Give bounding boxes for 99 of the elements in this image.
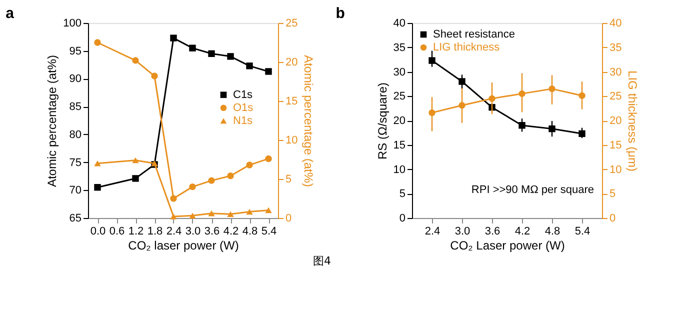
y-tick-label: 100 (63, 18, 82, 30)
x-tick-label: 2.4 (166, 226, 182, 238)
y2-tick-label: 25 (610, 90, 622, 103)
y-tick-label: 30 (393, 66, 406, 78)
y2-tick-label: 40 (610, 18, 622, 30)
x-axis-title: CO₂ laser power (W) (128, 238, 239, 252)
y2-tick-label: 0 (286, 212, 292, 224)
y-tick-label: 90 (69, 73, 82, 86)
y2-tick-label: 30 (610, 66, 622, 78)
x-tick-label: 4.8 (544, 226, 560, 238)
point (132, 57, 139, 64)
x-tick-label: 4.2 (223, 226, 239, 238)
legend-label: C1s (233, 88, 254, 101)
y-tick-label: 85 (69, 101, 82, 114)
point (132, 175, 139, 182)
x-tick-label: 4.2 (514, 226, 530, 238)
y2-tick-label: 5 (610, 188, 616, 200)
point (227, 211, 234, 218)
x-axis-title: CO₂ Laser power (W) (450, 238, 565, 252)
y-tick-label: 80 (69, 128, 82, 141)
legend-label: O1s (233, 102, 254, 114)
point (265, 207, 272, 214)
point (246, 62, 253, 70)
point (170, 34, 177, 42)
point (578, 130, 586, 138)
point (151, 72, 158, 80)
chart-title: b (336, 5, 345, 22)
x-tick-label: 1.8 (147, 226, 163, 238)
legend-label: N1s (233, 114, 254, 127)
y-tick-label: 20 (393, 115, 406, 127)
point (265, 68, 272, 75)
point (94, 39, 101, 46)
point (208, 50, 215, 57)
point (578, 92, 586, 99)
x-tick-label: 0.6 (109, 226, 125, 238)
y-tick-label: 70 (69, 184, 82, 197)
chart-title: a (6, 5, 15, 22)
point (518, 90, 526, 98)
y2-tick-label: 10 (610, 164, 622, 176)
y-tick-label: 75 (69, 156, 82, 169)
y-tick-label: 10 (393, 164, 406, 176)
y2-tick-label: 20 (610, 115, 622, 127)
y2-tick-label: 20 (286, 56, 298, 68)
caption: 图4 (312, 254, 331, 268)
x-tick-label: 0.0 (90, 226, 106, 238)
y2-tick-label: 15 (286, 96, 298, 108)
x-tick-label: 1.2 (128, 226, 144, 238)
y2-tick-label: 0 (610, 212, 616, 224)
y2-tick-label: 10 (286, 134, 298, 146)
y-tick-label: 40 (393, 18, 406, 30)
x-tick-label: 3.6 (484, 226, 500, 238)
y-tick-label: 95 (69, 45, 82, 58)
y2-tick-label: 35 (610, 42, 622, 54)
y-tick-label: 25 (393, 90, 406, 103)
point (170, 195, 177, 202)
point (488, 95, 496, 102)
y-tick-label: 65 (69, 212, 82, 224)
annotation: RPI >>90 MΩ per square (471, 184, 594, 196)
x-tick-label: 5.4 (261, 226, 277, 238)
point (458, 102, 466, 109)
point (428, 109, 436, 116)
y-tick-label: 15 (393, 139, 406, 152)
x-tick-label: 3.0 (454, 226, 470, 238)
y2-axis-title: Atomic percentage (at%) (302, 54, 316, 188)
point (189, 183, 196, 190)
point (548, 125, 556, 132)
point (265, 155, 272, 162)
point (227, 172, 234, 180)
point (132, 157, 139, 164)
point (227, 53, 234, 60)
legend-label: LIG thickness (433, 42, 500, 54)
y-axis-title: RS (Ω/square) (375, 82, 390, 160)
y2-tick-label: 15 (610, 139, 622, 152)
point (189, 44, 196, 52)
x-tick-label: 3.6 (204, 226, 220, 238)
x-tick-label: 3.0 (185, 226, 201, 238)
point (94, 160, 101, 166)
point (246, 208, 253, 215)
x-tick-label: 5.4 (574, 226, 590, 238)
point (458, 78, 466, 85)
point (189, 212, 196, 219)
y-tick-label: 0 (399, 212, 406, 224)
x-tick-label: 2.4 (424, 226, 440, 238)
y-tick-label: 35 (393, 42, 406, 54)
y-axis-title: Atomic percentage (at%) (45, 54, 60, 188)
y2-tick-label: 25 (286, 18, 298, 30)
x-tick-label: 4.8 (242, 226, 258, 238)
y2-axis-title: LIG thickness (μm) (626, 70, 640, 172)
legend-label: Sheet resistance (433, 28, 515, 40)
point (548, 85, 556, 92)
point (208, 177, 215, 184)
y-tick-label: 5 (399, 188, 406, 200)
point (428, 57, 436, 64)
point (208, 210, 215, 216)
point (246, 162, 253, 168)
point (518, 122, 526, 129)
y2-tick-label: 5 (286, 174, 292, 186)
point (170, 214, 177, 220)
point (94, 184, 101, 191)
